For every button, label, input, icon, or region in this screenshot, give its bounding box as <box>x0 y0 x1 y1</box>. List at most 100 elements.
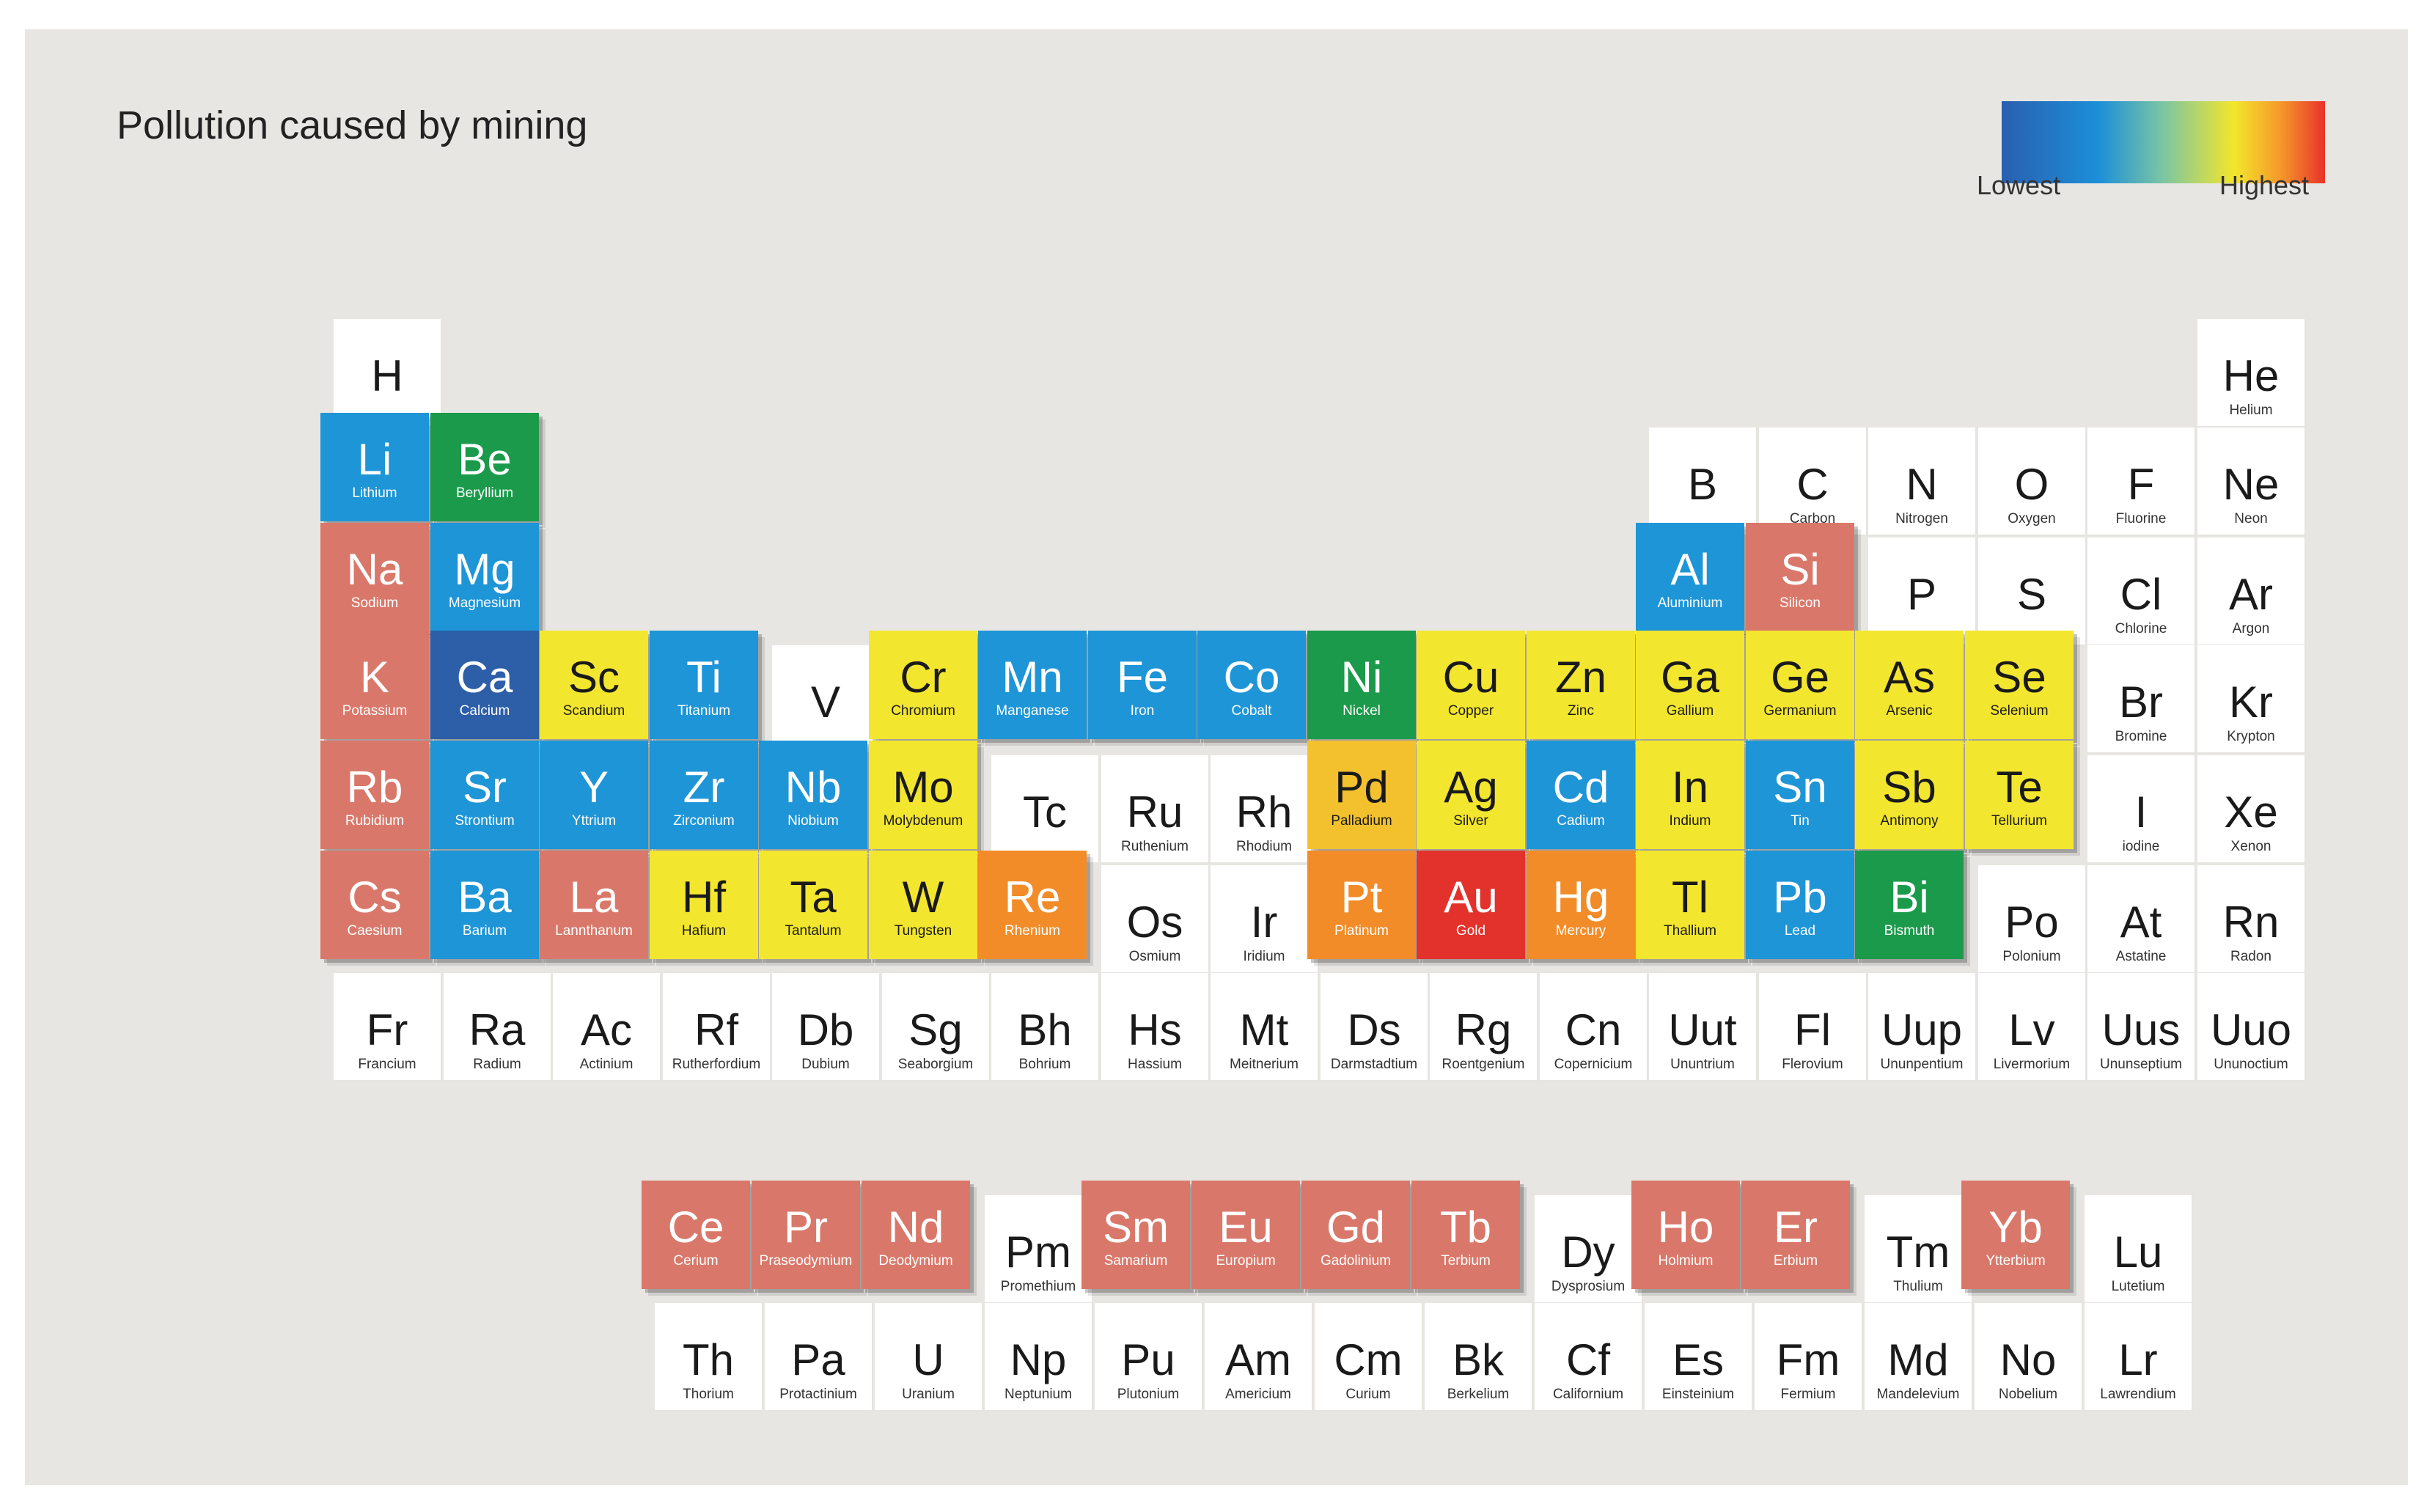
element-name: Antimony <box>1880 814 1939 829</box>
element-name: Magnesium <box>448 596 521 611</box>
element-name: Erbium <box>1773 1254 1818 1269</box>
element-v: V <box>772 645 881 754</box>
element-symbol: Cl <box>2120 570 2162 619</box>
element-br: Br Bromine <box>2087 645 2196 754</box>
element-symbol: Mo <box>892 763 954 812</box>
element-tb: Tb Terbium <box>1411 1181 1520 1289</box>
element-symbol: Rg <box>1455 1005 1512 1054</box>
element-symbol: Es <box>1672 1335 1725 1384</box>
element-name: Lithium <box>352 486 397 501</box>
element-symbol: Co <box>1223 653 1280 702</box>
element-name: Bohrium <box>1018 1057 1071 1072</box>
element-mn: Mn Manganese <box>978 631 1087 739</box>
element-ac: Ac Actinium <box>553 973 661 1082</box>
element-tm: Tm Thulium <box>1865 1195 1973 1304</box>
element-symbol: Br <box>2119 678 2163 727</box>
element-na: Na Sodium <box>320 523 429 631</box>
element-al: Al Aluminium <box>1636 523 1744 631</box>
element-symbol: Ce <box>667 1203 724 1252</box>
element-k: K Potassium <box>320 631 429 739</box>
element-symbol: Rf <box>694 1005 738 1054</box>
element-name: Hassium <box>1128 1057 1182 1072</box>
element-name: Berkelium <box>1447 1387 1510 1402</box>
element-name: Nobelium <box>1998 1387 2058 1402</box>
element-sc: Sc Scandium <box>540 631 648 739</box>
element-au: Au Gold <box>1417 851 1525 959</box>
element-symbol: Yb <box>1988 1203 2043 1252</box>
element-zn: Zn Zinc <box>1527 631 1635 739</box>
element-w: W Tungsten <box>869 851 977 959</box>
element-symbol: Rn <box>2222 898 2280 947</box>
element-am: Am Americium <box>1205 1303 1313 1412</box>
element-name: Rubidium <box>345 814 405 829</box>
element-in: In Indium <box>1636 741 1744 849</box>
element-cf: Cf Californium <box>1535 1303 1643 1412</box>
element-rn: Rn Radon <box>2197 865 2306 974</box>
element-bh: Bh Bohrium <box>991 973 1100 1082</box>
element-name: Francium <box>358 1057 416 1072</box>
element-name: Gallium <box>1666 704 1714 719</box>
element-symbol: W <box>902 873 944 922</box>
element-symbol: Uut <box>1668 1005 1737 1054</box>
element-name: Polonium <box>2002 950 2061 964</box>
element-symbol: Rh <box>1235 788 1293 837</box>
element-symbol: Cn <box>1565 1005 1622 1054</box>
element-symbol: Sr <box>463 763 507 812</box>
element-symbol: Ta <box>790 873 837 922</box>
element-name: Ruthenium <box>1121 840 1189 854</box>
element-ds: Ds Darmstadtium <box>1321 973 1429 1082</box>
element-name: Titanium <box>677 704 731 719</box>
element-name: Lannthanum <box>555 924 633 939</box>
element-symbol: Pu <box>1121 1335 1175 1384</box>
element-name: Neptunium <box>1005 1387 1072 1402</box>
element-se: Se Selenium <box>1965 631 2074 739</box>
element-symbol: Cf <box>1566 1335 1610 1384</box>
element-name: Palladium <box>1331 814 1392 829</box>
element-symbol: Ac <box>580 1005 633 1054</box>
element-bk: Bk Berkelium <box>1425 1303 1533 1412</box>
element-name: Deodymium <box>878 1254 953 1269</box>
element-name: Ununseptium <box>2100 1057 2182 1072</box>
element-no: No Nobelium <box>1975 1303 2083 1412</box>
element-ta: Ta Tantalum <box>759 851 867 959</box>
element-name: Flerovium <box>1782 1057 1843 1072</box>
element-pb: Pb Lead <box>1746 851 1854 959</box>
element-symbol: Kr <box>2229 678 2273 727</box>
element-name: Copper <box>1447 704 1494 719</box>
element-name: Bromine <box>2115 730 2167 744</box>
element-sg: Sg Seaborgium <box>882 973 991 1082</box>
element-p: P <box>1868 537 1977 646</box>
element-name: Iron <box>1130 704 1155 719</box>
element-f: F Fluorine <box>2087 427 2196 536</box>
element-mo: Mo Molybdenum <box>869 741 977 849</box>
element-name: Mercury <box>1555 924 1606 939</box>
element-la: La Lannthanum <box>540 851 648 959</box>
element-name: Tantalum <box>785 924 842 939</box>
element-symbol: Lr <box>2118 1335 2158 1384</box>
element-symbol: Cr <box>900 653 947 702</box>
element-symbol: F <box>2127 460 2155 509</box>
element-name: Actinium <box>579 1057 633 1072</box>
element-name: Krypton <box>2227 730 2275 744</box>
element-symbol: N <box>1906 460 1938 509</box>
element-cr: Cr Chromium <box>869 631 977 739</box>
element-name: Gadolinium <box>1320 1254 1392 1269</box>
element-ir: Ir Iridium <box>1211 865 1319 974</box>
element-symbol: Au <box>1444 873 1498 922</box>
element-symbol: Pb <box>1773 873 1827 922</box>
element-ce: Ce Cerium <box>642 1181 750 1289</box>
element-tl: Tl Thallium <box>1636 851 1744 959</box>
element-gd: Gd Gadolinium <box>1301 1181 1410 1289</box>
element-name: Mandelevium <box>1876 1387 1960 1402</box>
element-name: Fluorine <box>2115 512 2167 526</box>
element-symbol: O <box>2014 460 2049 509</box>
element-ba: Ba Barium <box>430 851 539 959</box>
element-name: Ununoctium <box>2214 1057 2288 1072</box>
element-name: Selenium <box>1990 704 2049 719</box>
element-kr: Kr Krypton <box>2197 645 2306 754</box>
element-symbol: Sc <box>568 653 620 702</box>
element-name: Hafium <box>681 924 727 939</box>
element-name: Iridium <box>1243 950 1285 964</box>
element-yb: Yb Ytterbium <box>1961 1181 2070 1289</box>
